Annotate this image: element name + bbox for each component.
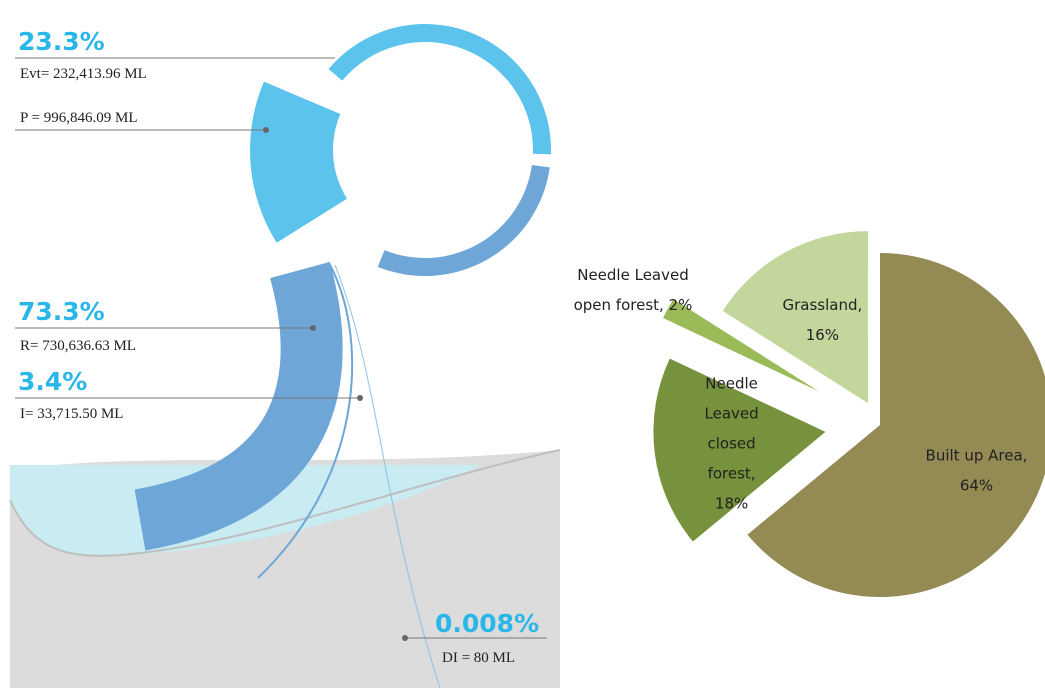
data-label: Needle Leaved open forest, 2% [574,266,693,314]
infiltration-line [257,264,354,579]
percent: 3.4% [18,367,87,396]
label: I= 33,715.50 ML [20,406,123,422]
percent: 73.3% [18,297,105,326]
pie-chart: Built up Area, 64% Needle Leaved closed fores… [574,231,1045,597]
label: Evt= 232,413.96 ML [20,66,147,82]
percent: 23.3% [18,27,105,56]
label: DI = 80 ML [442,650,515,666]
leader-dot [402,635,408,641]
precipitation-block [249,81,347,243]
leader-dot [357,395,363,401]
deep-infiltration-line [334,264,441,688]
percent: 0.008% [435,609,539,638]
label: P = 996,846.09 ML [20,110,138,126]
runoff-ring [377,165,550,277]
pie-slice [653,358,826,542]
data-label: Grassland, 16% [782,296,862,344]
label: R= 730,636.63 ML [20,338,136,354]
pie-slice [663,299,819,392]
data-label: Needle Leaved closed forest, 18% [705,375,759,513]
pie-slice [722,231,868,404]
pie-slice [747,253,1045,597]
land-edge [9,449,561,557]
leader-dot [310,325,316,331]
evapotranspiration-ring [328,23,551,155]
runoff-band [134,261,343,551]
data-label: Built up Area, 64% [926,446,1028,494]
water-flow [249,23,551,277]
leader-dot [263,127,269,133]
